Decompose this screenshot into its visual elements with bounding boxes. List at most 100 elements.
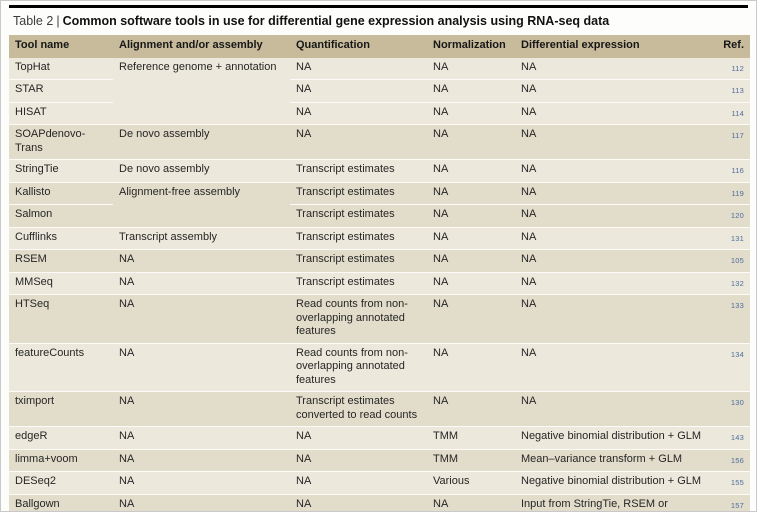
cell-ref: 156 (711, 449, 750, 472)
cell-tool-name: limma+voom (9, 449, 113, 472)
cell-alignment: NA (113, 272, 290, 295)
cell-differential-expression: NA (515, 102, 711, 125)
cell-differential-expression: NA (515, 57, 711, 80)
cell-alignment: NA (113, 427, 290, 450)
table-row: Ballgown NA NA NA Input from StringTie, RSEM… (9, 494, 750, 511)
cell-tool-name: Kallisto (9, 182, 113, 205)
cell-alignment: NA (113, 392, 290, 427)
table-row: MMSeq NA Transcript estimates NA NA 132 (9, 272, 750, 295)
cell-differential-expression: Mean–variance transform + GLM (515, 449, 711, 472)
cell-quantification: NA (290, 125, 427, 160)
cell-alignment: De novo assembly (113, 125, 290, 160)
cell-normalization: TMM (427, 427, 515, 450)
col-header-quantification: Quantification (290, 35, 427, 58)
table-row: Kallisto Alignment-free assembly Transcrip… (9, 182, 750, 228)
cell-normalization: NA (427, 160, 515, 183)
table-row: STAR NA NA NA 113 (9, 80, 750, 103)
cell-alignment: Alignment-free assembly (113, 182, 290, 228)
software-tools-table: Tool name Alignment and/or assembly Quan… (9, 35, 750, 511)
table-row: Salmon Transcript estimates NA NA 120 (9, 205, 750, 228)
cell-normalization: NA (427, 80, 515, 103)
cell-quantification: NA (290, 57, 427, 80)
cell-ref: 157 (711, 494, 750, 511)
cell-ref: 155 (711, 472, 750, 495)
cell-differential-expression: NA (515, 343, 711, 392)
cell-normalization: NA (427, 250, 515, 273)
cell-alignment: NA (113, 295, 290, 344)
table-row: RSEM NA Transcript estimates NA NA 105 (9, 250, 750, 273)
table-row: SOAPdenovo-Trans De novo assembly NA NA NA 11… (9, 125, 750, 160)
table-header: Tool name Alignment and/or assembly Quan… (9, 35, 750, 58)
cell-differential-expression: NA (515, 125, 711, 160)
cell-tool-name: Salmon (9, 205, 113, 228)
cell-tool-name: SOAPdenovo-Trans (9, 125, 113, 160)
table-title: Table 2 | Common software tools in use for… (9, 8, 748, 35)
cell-alignment: Reference genome + annotation (113, 57, 290, 125)
cell-alignment: NA (113, 250, 290, 273)
table-row: Cufflinks Transcript assembly Transcript e… (9, 227, 750, 250)
cell-differential-expression: Input from StringTie, RSEM or alignment-… (515, 494, 711, 511)
cell-normalization: Various (427, 472, 515, 495)
cell-differential-expression: NA (515, 227, 711, 250)
cell-quantification: Transcript estimates converted to read c… (290, 392, 427, 427)
cell-tool-name: HTSeq (9, 295, 113, 344)
cell-normalization: NA (427, 57, 515, 80)
cell-tool-name: TopHat (9, 57, 113, 80)
cell-ref: 132 (711, 272, 750, 295)
table-number-label: Table 2 (13, 14, 54, 28)
cell-quantification: Read counts from non-overlapping annotat… (290, 343, 427, 392)
table-row: StringTie De novo assembly Transcript esti… (9, 160, 750, 183)
table-row: edgeR NA NA TMM Negative binomial distributi… (9, 427, 750, 450)
col-header-ref: Ref. (711, 35, 750, 58)
cell-tool-name: MMSeq (9, 272, 113, 295)
cell-quantification: NA (290, 102, 427, 125)
cell-differential-expression: NA (515, 250, 711, 273)
cell-normalization: NA (427, 182, 515, 205)
cell-quantification: NA (290, 449, 427, 472)
cell-quantification: NA (290, 427, 427, 450)
cell-quantification: Transcript estimates (290, 272, 427, 295)
cell-normalization: NA (427, 343, 515, 392)
cell-ref: 105 (711, 250, 750, 273)
table-row: HISAT NA NA NA 114 (9, 102, 750, 125)
cell-normalization: NA (427, 494, 515, 511)
cell-normalization: TMM (427, 449, 515, 472)
table-row: HTSeq NA Read counts from non-overlapping … (9, 295, 750, 344)
cell-ref: 134 (711, 343, 750, 392)
cell-ref: 143 (711, 427, 750, 450)
cell-ref: 116 (711, 160, 750, 183)
cell-differential-expression: Negative binomial distribution + GLM (515, 427, 711, 450)
col-header-tool-name: Tool name (9, 35, 113, 58)
table-row: DESeq2 NA NA Various Negative binomial distr… (9, 472, 750, 495)
cell-differential-expression: NA (515, 160, 711, 183)
title-divider: | (56, 14, 60, 28)
cell-tool-name: DESeq2 (9, 472, 113, 495)
cell-ref: 130 (711, 392, 750, 427)
table-row: featureCounts NA Read counts from non-over… (9, 343, 750, 392)
table-row: limma+voom NA NA TMM Mean–variance transform… (9, 449, 750, 472)
cell-tool-name: featureCounts (9, 343, 113, 392)
cell-quantification: Transcript estimates (290, 205, 427, 228)
table-row: tximport NA Transcript estimates converted… (9, 392, 750, 427)
cell-alignment: NA (113, 449, 290, 472)
cell-tool-name: tximport (9, 392, 113, 427)
cell-differential-expression: NA (515, 205, 711, 228)
cell-normalization: NA (427, 272, 515, 295)
cell-differential-expression: NA (515, 80, 711, 103)
cell-tool-name: RSEM (9, 250, 113, 273)
cell-alignment: De novo assembly (113, 160, 290, 183)
table-row: TopHat Reference genome + annotation NA NA N… (9, 57, 750, 125)
cell-alignment: Transcript assembly (113, 227, 290, 250)
col-header-alignment: Alignment and/or assembly (113, 35, 290, 58)
cell-tool-name: StringTie (9, 160, 113, 183)
table-title-text: Common software tools in use for differe… (62, 14, 610, 28)
header-row: Tool name Alignment and/or assembly Quan… (9, 35, 750, 58)
cell-ref: 117 (711, 125, 750, 160)
cell-tool-name: edgeR (9, 427, 113, 450)
cell-tool-name: HISAT (9, 102, 113, 125)
cell-tool-name: Ballgown (9, 494, 113, 511)
table-top-rule (9, 5, 748, 8)
cell-quantification: NA (290, 80, 427, 103)
cell-ref: 120 (711, 205, 750, 228)
